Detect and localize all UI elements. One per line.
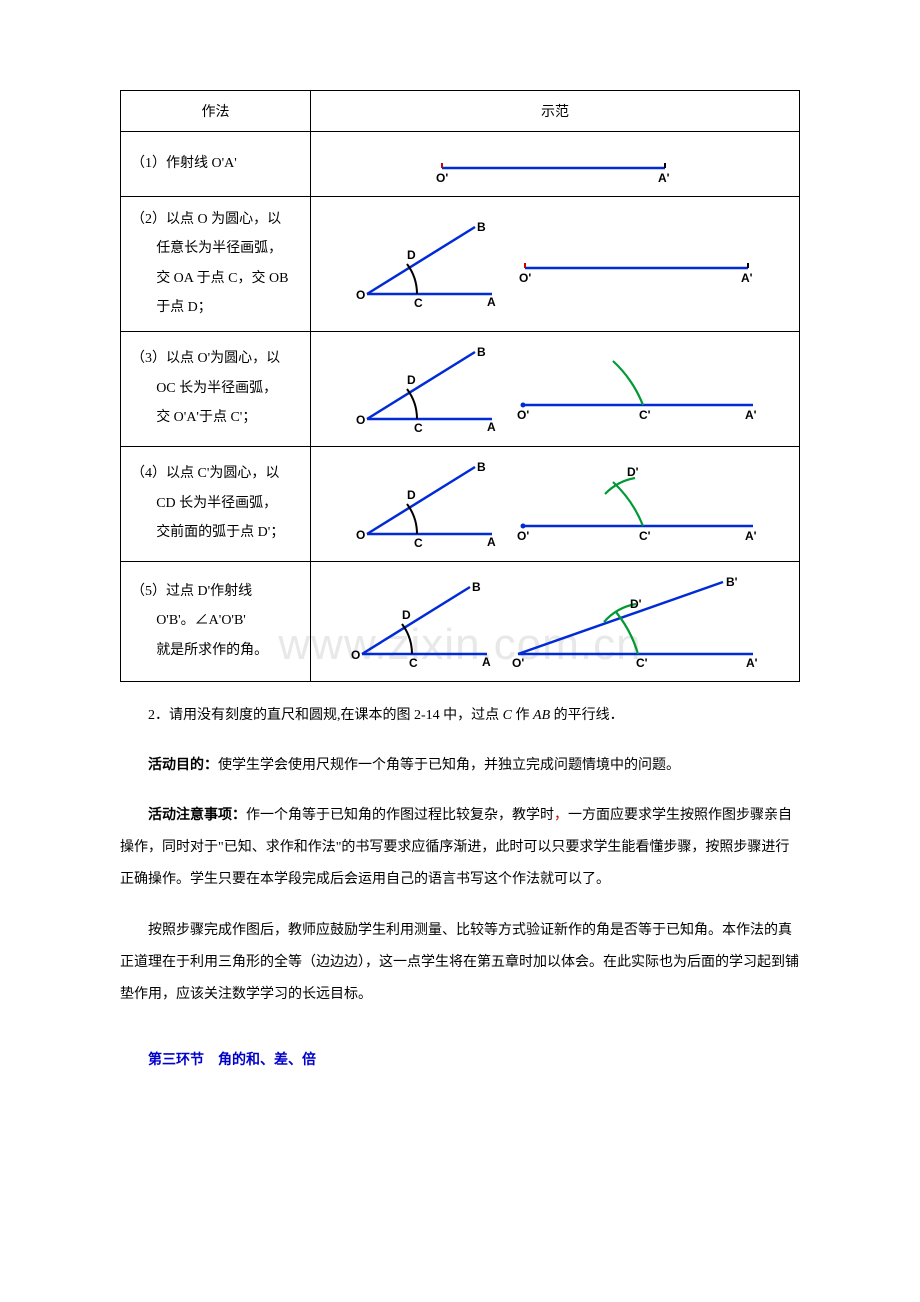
paragraph-notes: 活动注意事项：作一个角等于已知角的作图过程比较复杂，教学时，一方面应要求学生按照… [120,800,800,897]
step-4-figure: O B A C D O' C' A' D' [317,455,793,553]
svg-text:D: D [402,608,411,622]
angle-ocd-icon: O B A C D [347,219,507,309]
svg-text:A: A [487,420,496,434]
svg-text:B: B [477,345,486,359]
step-1-text: （1）作射线 O'A' [127,149,304,178]
svg-text:C': C' [636,656,648,669]
step-2-text: （2）以点 O 为圆心，以 任意长为半径画弧， 交 OA 于点 C，交 OB 于… [127,205,304,323]
ray-o-prime-a-prime-icon: O' A' [430,144,680,184]
paragraph-followup: 按照步骤完成作图后，教师应鼓励学生利用测量、比较等方式验证新作的角是否等于已知角… [120,915,800,1012]
svg-text:D: D [407,248,416,262]
svg-text:B': B' [726,575,738,589]
table-header-method: 作法 [121,91,311,132]
ray-o-prime-a-prime-icon: O' A' [513,244,763,284]
angle-ocd-icon: O B A C D [347,344,507,434]
svg-text:O: O [356,288,365,302]
step-3-text: （3）以点 O'为圆心，以 OC 长为半径画弧， 交 O'A'于点 C'； [127,344,304,432]
step-4-text: （4）以点 C'为圆心，以 CD 长为半径画弧， 交前面的弧于点 D'； [127,459,304,547]
table-header-demo: 示范 [311,91,800,132]
table-row: （4）以点 C'为圆心，以 CD 长为半径画弧， 交前面的弧于点 D'； O B… [121,446,800,561]
svg-text:A: A [487,295,496,309]
svg-text:A': A' [745,529,757,543]
svg-text:C: C [414,296,423,309]
svg-text:C': C' [639,529,651,543]
svg-text:C': C' [639,408,651,422]
svg-text:A': A' [741,271,753,284]
svg-text:O': O' [519,271,531,284]
step-2-figure: O B A C D O' A' [317,215,793,313]
construction-table: 作法 示范 （1）作射线 O'A' O' A' （2）以点 O 为圆心，以 [120,90,800,682]
svg-text:C: C [414,536,423,549]
table-row: （2）以点 O 为圆心，以 任意长为半径画弧， 交 OA 于点 C，交 OB 于… [121,197,800,332]
svg-text:O': O' [517,529,529,543]
arc-d-prime-icon: O' C' A' D' [513,464,763,544]
svg-text:A': A' [746,656,758,669]
svg-text:O': O' [436,171,448,184]
svg-text:D: D [407,488,416,502]
svg-text:A: A [482,655,491,669]
table-row: （1）作射线 O'A' O' A' [121,132,800,197]
table-row: （3）以点 O'为圆心，以 OC 长为半径画弧， 交 O'A'于点 C'； O … [121,331,800,446]
svg-text:D: D [407,373,416,387]
svg-text:D': D' [630,597,642,611]
step-1-figure: O' A' [317,140,793,188]
svg-text:A': A' [658,171,670,184]
table-row: （5）过点 D'作射线 O'B'。∠A'O'B' 就是所求作的角。 O B A … [121,561,800,681]
constructed-angle-icon: O' C' A' D' B' [508,574,768,669]
svg-text:C: C [409,656,418,669]
section-3-title: 第三环节 角的和、差、倍 [120,1049,800,1069]
svg-text:D': D' [627,465,639,479]
svg-text:O': O' [512,656,524,669]
svg-text:O': O' [517,408,529,422]
svg-text:B: B [472,580,481,594]
step-5-figure: O B A C D O' C' A' D' B' [317,570,793,673]
svg-text:O: O [356,413,365,427]
svg-text:B: B [477,220,486,234]
svg-text:O: O [351,648,360,662]
svg-text:B: B [477,460,486,474]
arc-c-prime-icon: O' C' A' [513,355,763,423]
paragraph-exercise-2: 2．请用没有刻度的直尺和圆规,在课本的图 2-14 中，过点 C 作 AB 的平… [120,700,800,732]
svg-text:C: C [414,421,423,434]
paragraph-purpose: 活动目的：使学生学会使用尺规作一个角等于已知角，并独立完成问题情境中的问题。 [120,750,800,782]
svg-text:O: O [356,528,365,542]
svg-text:A': A' [745,408,757,422]
angle-ocd-icon: O B A C D [342,574,502,669]
svg-text:A: A [487,535,496,549]
angle-ocd-icon: O B A C D [347,459,507,549]
step-3-figure: O B A C D O' C' A' [317,340,793,438]
step-5-text: （5）过点 D'作射线 O'B'。∠A'O'B' 就是所求作的角。 [127,577,304,665]
